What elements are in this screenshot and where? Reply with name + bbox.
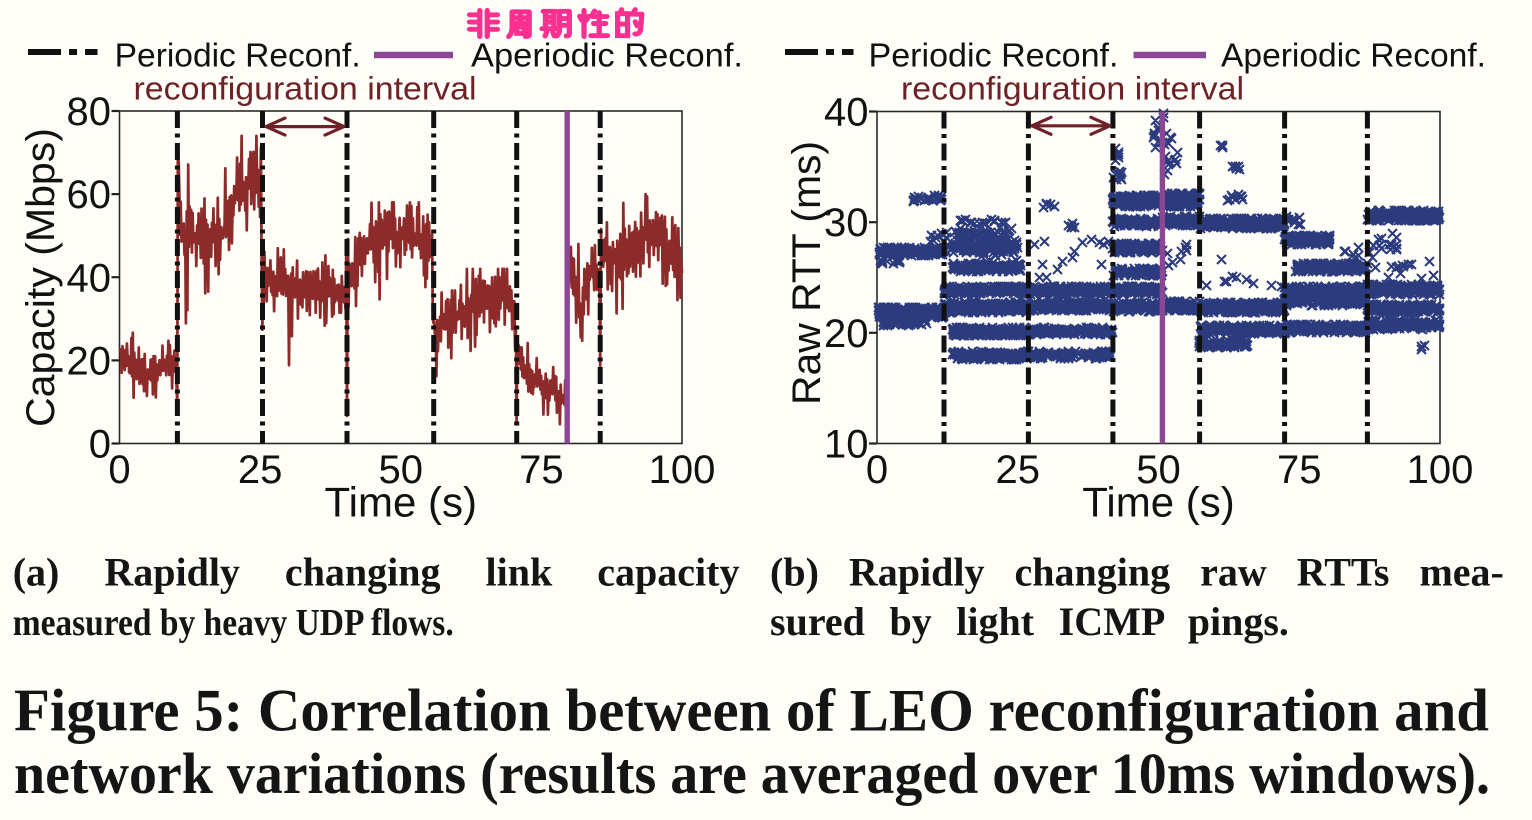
svg-text:(a) Rapidly changing link capa: (a) Rapidly changing link capacity bbox=[13, 550, 740, 595]
svg-text:Raw RTT (ms): Raw RTT (ms) bbox=[785, 141, 829, 405]
svg-text:Aperiodic Reconf.: Aperiodic Reconf. bbox=[1221, 36, 1486, 73]
svg-text:Aperiodic Reconf.: Aperiodic Reconf. bbox=[471, 36, 743, 73]
svg-text:80: 80 bbox=[67, 90, 112, 134]
svg-text:30: 30 bbox=[824, 201, 869, 245]
svg-text:0: 0 bbox=[866, 448, 888, 492]
svg-text:Periodic Reconf.: Periodic Reconf. bbox=[869, 36, 1119, 73]
svg-text:75: 75 bbox=[519, 448, 564, 492]
svg-text:0: 0 bbox=[89, 423, 111, 467]
svg-text:50: 50 bbox=[1136, 448, 1181, 492]
svg-text:100: 100 bbox=[649, 448, 716, 492]
svg-text:25: 25 bbox=[996, 448, 1041, 492]
svg-text:Time (s): Time (s) bbox=[1082, 479, 1234, 526]
svg-text:Time (s): Time (s) bbox=[325, 479, 477, 526]
svg-text:Periodic Reconf.: Periodic Reconf. bbox=[115, 36, 361, 73]
svg-text:Capacity (Mbps): Capacity (Mbps) bbox=[19, 128, 63, 427]
svg-text:(b) Rapidly changing raw RTTs: (b) Rapidly changing raw RTTs mea- bbox=[770, 550, 1504, 595]
svg-text:40: 40 bbox=[824, 91, 869, 135]
svg-text:20: 20 bbox=[67, 339, 112, 383]
svg-text:Figure 5: Correlation between: Figure 5: Correlation between of LEO rec… bbox=[14, 678, 1489, 744]
svg-text:75: 75 bbox=[1277, 448, 1322, 492]
svg-text:10: 10 bbox=[824, 423, 869, 467]
svg-text:reconfiguration interval: reconfiguration interval bbox=[134, 70, 477, 106]
svg-text:0: 0 bbox=[108, 448, 130, 492]
svg-text:20: 20 bbox=[824, 312, 869, 356]
svg-text:25: 25 bbox=[238, 448, 283, 492]
svg-text:measured by heavy UDP flows.: measured by heavy UDP flows. bbox=[13, 602, 454, 644]
svg-text:60: 60 bbox=[67, 173, 112, 217]
svg-text:50: 50 bbox=[379, 448, 424, 492]
svg-text:40: 40 bbox=[67, 256, 112, 300]
svg-text:100: 100 bbox=[1407, 448, 1474, 492]
svg-text:sured by light ICMP pings.: sured by light ICMP pings. bbox=[770, 599, 1289, 644]
svg-text:reconfiguration interval: reconfiguration interval bbox=[901, 70, 1244, 106]
svg-text:network variations (results ar: network variations (results are averaged… bbox=[14, 741, 1490, 806]
